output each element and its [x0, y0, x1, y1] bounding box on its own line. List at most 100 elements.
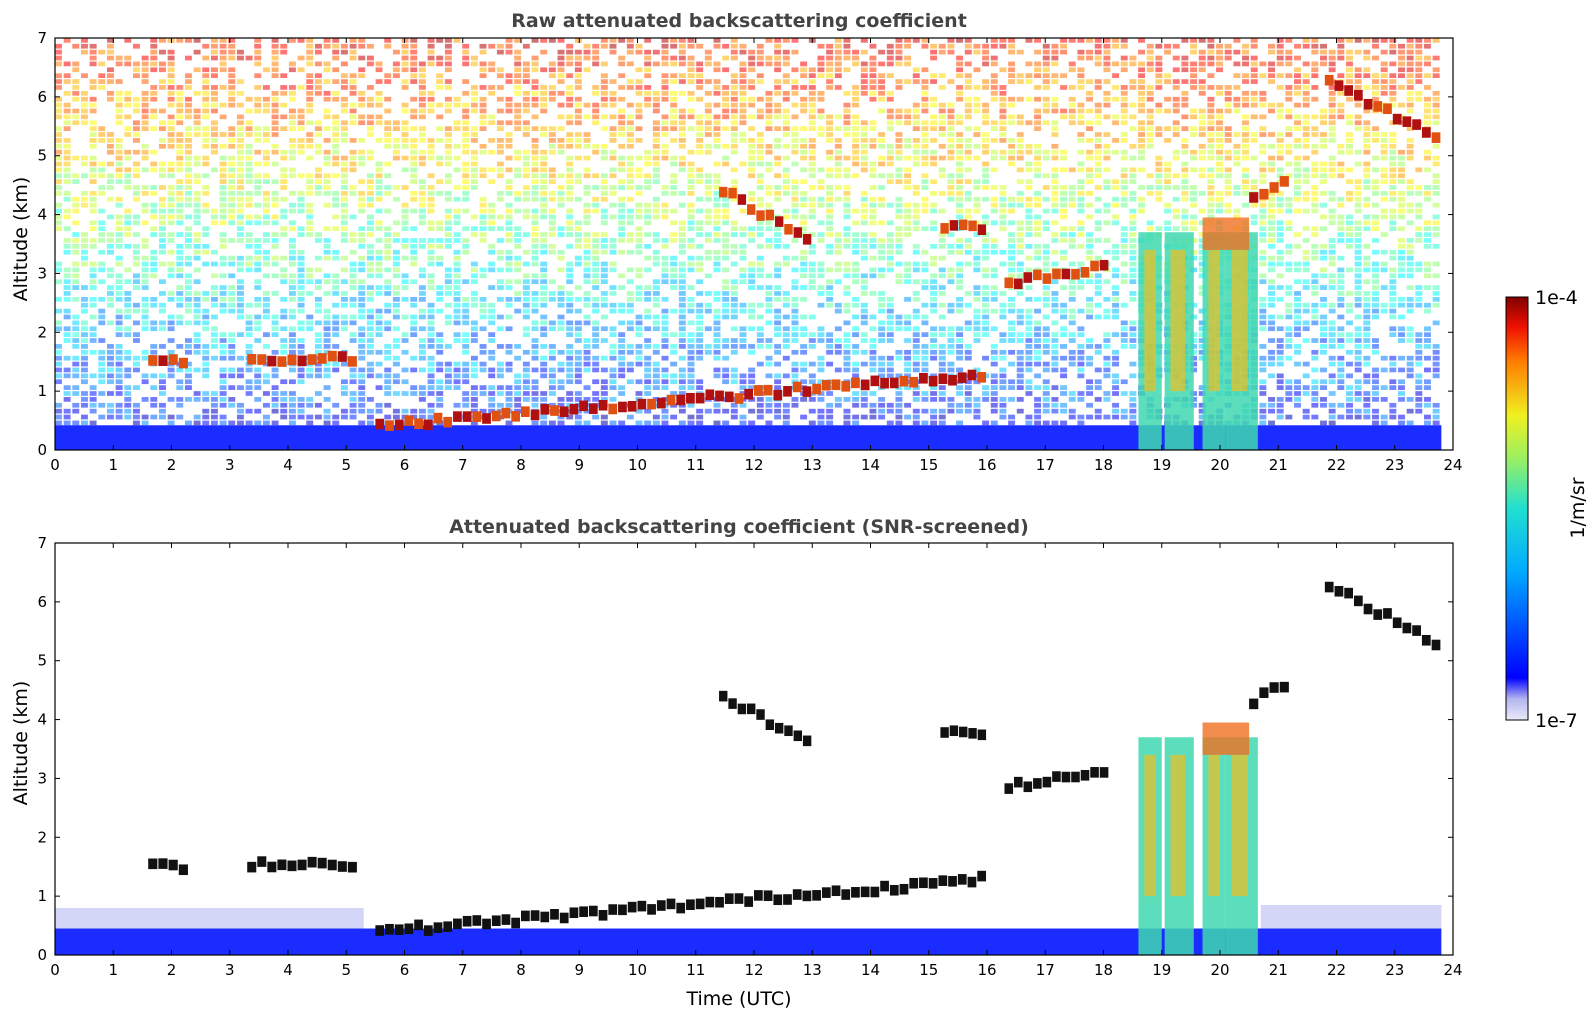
noise-cell [505, 155, 513, 161]
noise-cell [245, 238, 253, 243]
noise-cell [826, 391, 834, 396]
noise-cell [375, 120, 383, 126]
noise-cell [730, 279, 738, 285]
noise-cell [748, 385, 756, 390]
noise-cell [141, 208, 149, 214]
noise-cell [843, 397, 851, 402]
noise-cell [306, 79, 314, 84]
noise-cell [470, 232, 478, 237]
noise-cell [167, 238, 175, 243]
noise-cell [817, 361, 825, 367]
noise-cell [158, 108, 166, 114]
noise-cell [184, 38, 192, 43]
noise-cell [1016, 155, 1024, 161]
noise-cell [453, 291, 461, 296]
noise-cell [427, 244, 435, 249]
noise-cell [219, 191, 227, 196]
noise-cell [886, 296, 894, 302]
noise-cell [808, 138, 816, 143]
noise-cell [158, 38, 166, 43]
noise-cell [193, 391, 201, 396]
noise-cell [115, 379, 123, 385]
noise-cell [661, 202, 669, 208]
noise-cell [808, 279, 816, 285]
noise-cell [696, 420, 704, 426]
noise-cell [566, 320, 574, 326]
noise-cell [141, 379, 149, 385]
noise-cell [566, 208, 574, 214]
noise-cell [904, 385, 912, 390]
noise-cell [202, 79, 210, 84]
noise-cell [384, 96, 392, 102]
noise-cell [869, 344, 877, 349]
noise-cell [592, 302, 600, 308]
noise-cell [843, 120, 851, 126]
noise-cell [141, 355, 149, 361]
noise-cell [687, 320, 695, 326]
noise-cell [453, 385, 461, 390]
noise-cell [1008, 296, 1016, 302]
noise-cell [427, 90, 435, 96]
noise-cell [886, 96, 894, 102]
noise-cell [626, 102, 634, 108]
noise-cell [730, 55, 738, 61]
noise-cell [358, 238, 366, 243]
noise-cell [427, 55, 435, 61]
noise-cell [219, 85, 227, 90]
noise-cell [106, 408, 114, 414]
noise-cell [297, 338, 305, 343]
noise-cell [930, 338, 938, 343]
noise-cell [158, 279, 166, 285]
noise-cell [956, 155, 964, 161]
noise-cell [436, 126, 444, 131]
noise-cell [678, 114, 686, 120]
noise-cell [245, 196, 253, 202]
noise-cell [132, 185, 140, 190]
noise-cell [505, 73, 513, 79]
noise-cell [730, 326, 738, 332]
noise-cell [670, 344, 678, 349]
noise-cell [782, 185, 790, 190]
noise-cell [332, 173, 340, 179]
noise-cell [600, 214, 608, 220]
noise-cell [202, 73, 210, 79]
noise-cell [930, 385, 938, 390]
noise-cell [878, 338, 886, 343]
noise-cell [982, 167, 990, 173]
noise-cell [462, 314, 470, 320]
noise-cell [817, 73, 825, 79]
noise-cell [782, 120, 790, 126]
noise-cell [375, 173, 383, 179]
noise-cell [808, 208, 816, 214]
noise-cell [531, 143, 539, 149]
noise-cell [254, 408, 262, 414]
noise-cell [566, 279, 574, 285]
noise-cell [722, 279, 730, 285]
noise-cell [886, 373, 894, 379]
noise-cell [964, 302, 972, 308]
noise-cell [999, 220, 1007, 226]
noise-cell [713, 314, 721, 320]
noise-cell [765, 344, 773, 349]
noise-cell [1034, 196, 1042, 202]
noise-cell [410, 49, 418, 55]
noise-cell [1034, 149, 1042, 155]
noise-cell [739, 373, 747, 379]
noise-cell [843, 308, 851, 314]
noise-cell [886, 302, 894, 308]
noise-cell [288, 208, 296, 214]
noise-cell [982, 120, 990, 126]
noise-cell [661, 85, 669, 90]
noise-cell [886, 338, 894, 343]
noise-cell [999, 185, 1007, 190]
noise-cell [427, 155, 435, 161]
noise-cell [696, 67, 704, 73]
noise-cell [982, 61, 990, 67]
noise-cell [678, 373, 686, 379]
noise-cell [531, 179, 539, 184]
noise-cell [436, 397, 444, 402]
noise-cell [89, 167, 97, 173]
noise-cell [574, 38, 582, 43]
noise-cell [89, 391, 97, 396]
noise-cell [765, 302, 773, 308]
